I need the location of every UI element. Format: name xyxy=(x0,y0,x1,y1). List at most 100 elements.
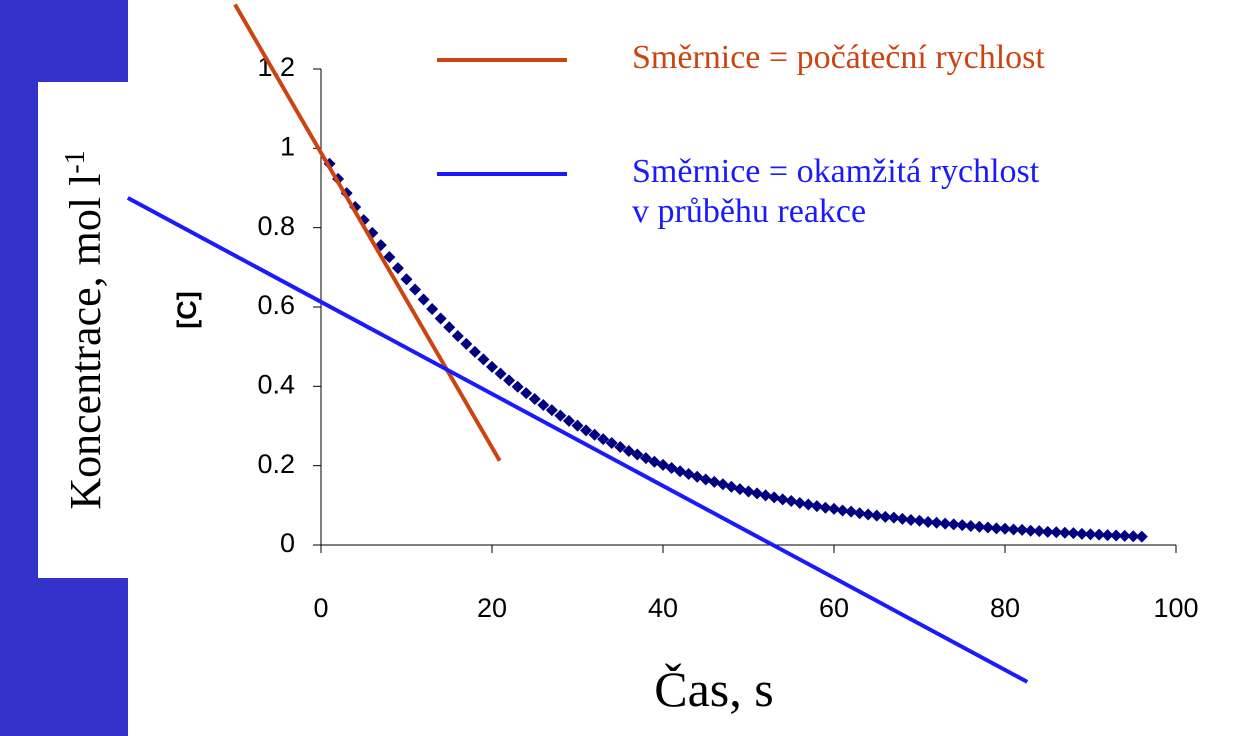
data-point xyxy=(733,483,746,496)
outer-y-label-sup: -1 xyxy=(60,150,91,173)
data-point xyxy=(939,517,952,530)
data-point xyxy=(922,515,935,528)
data-point xyxy=(1075,527,1088,540)
x-axis-label: Čas, s xyxy=(654,661,773,717)
data-point xyxy=(400,273,413,286)
x-tick-label: 0 xyxy=(313,593,328,623)
data-point xyxy=(1041,525,1054,538)
data-point xyxy=(1127,530,1140,543)
data-point xyxy=(391,262,404,275)
legend-label: Směrnice = okamžitá rychlost v průběhu r… xyxy=(632,153,1040,230)
data-point xyxy=(810,500,823,513)
data-point xyxy=(503,374,516,387)
x-tick-label: 60 xyxy=(819,593,849,623)
x-tick-label: 40 xyxy=(648,593,678,623)
data-point xyxy=(725,480,738,493)
outer-y-label: Koncentrace, mol l-1 xyxy=(60,150,110,509)
data-point xyxy=(434,312,447,325)
data-point xyxy=(759,489,772,502)
data-point xyxy=(417,293,430,306)
data-point xyxy=(776,493,789,506)
data-point xyxy=(999,522,1011,535)
data-point xyxy=(870,509,883,522)
data-point xyxy=(1050,526,1063,539)
x-tick-label: 80 xyxy=(990,593,1020,623)
data-point xyxy=(1093,528,1106,541)
y-axis-label: [C] xyxy=(172,291,202,328)
data-point xyxy=(1084,528,1097,541)
data-point xyxy=(1007,523,1020,536)
data-point xyxy=(468,345,481,358)
data-point xyxy=(879,510,892,523)
data-point xyxy=(956,519,969,532)
y-tick-label: 0.4 xyxy=(257,369,295,399)
data-point xyxy=(768,491,781,504)
data-point xyxy=(451,329,464,342)
plot-background xyxy=(128,0,1236,736)
y-tick-label: 0.2 xyxy=(257,449,295,479)
data-point xyxy=(896,512,909,525)
y-tick-label: 1 xyxy=(280,131,295,161)
data-point xyxy=(639,452,652,465)
data-point xyxy=(545,404,558,417)
data-point xyxy=(853,507,866,520)
x-tick-label: 20 xyxy=(477,593,507,623)
outer-label-box xyxy=(38,82,128,578)
data-point xyxy=(990,522,1003,535)
data-point xyxy=(1135,530,1148,543)
data-point xyxy=(426,302,439,315)
data-point xyxy=(622,444,635,457)
data-point xyxy=(751,487,764,500)
data-point xyxy=(973,520,986,533)
x-tick-label: 100 xyxy=(1153,593,1198,623)
data-point xyxy=(785,494,798,507)
data-point xyxy=(383,251,396,264)
legend-label: Směrnice = počáteční rychlost xyxy=(632,39,1045,76)
data-point xyxy=(1101,529,1114,542)
y-tick-label: 0.8 xyxy=(257,211,295,241)
data-point xyxy=(588,428,601,441)
data-point xyxy=(580,424,593,437)
tangent-line xyxy=(233,3,502,462)
data-point xyxy=(699,473,712,486)
data-point xyxy=(486,360,498,373)
data-point xyxy=(845,505,858,518)
data-point xyxy=(716,478,729,491)
data-point xyxy=(828,502,840,515)
data-point xyxy=(494,367,507,380)
data-point xyxy=(1016,523,1029,536)
data-point xyxy=(947,518,960,531)
data-point xyxy=(1058,526,1071,539)
data-point xyxy=(1067,527,1080,540)
data-point xyxy=(708,475,721,488)
data-point xyxy=(793,496,806,509)
data-point xyxy=(1110,529,1123,542)
data-point xyxy=(460,337,473,350)
data-point xyxy=(862,508,875,521)
data-point xyxy=(409,283,422,296)
data-point xyxy=(597,433,610,446)
data-point xyxy=(1118,529,1131,542)
data-point xyxy=(605,437,618,450)
data-point xyxy=(537,398,550,411)
outer-y-label-text: Koncentrace, mol l xyxy=(61,174,110,510)
data-point xyxy=(836,504,849,517)
y-tick-label: 0 xyxy=(280,528,295,558)
data-point xyxy=(904,514,917,527)
data-point xyxy=(614,441,627,454)
data-point xyxy=(819,501,832,514)
data-point xyxy=(554,409,567,422)
data-point xyxy=(528,393,541,406)
data-point xyxy=(631,448,644,461)
data-point xyxy=(443,321,456,334)
data-point xyxy=(511,380,524,393)
y-tick-label: 0.6 xyxy=(257,290,295,320)
data-point xyxy=(981,521,994,534)
data-point xyxy=(562,414,575,427)
data-point xyxy=(477,353,490,366)
data-point xyxy=(1024,524,1037,537)
data-point xyxy=(571,419,584,432)
data-point xyxy=(964,519,977,532)
